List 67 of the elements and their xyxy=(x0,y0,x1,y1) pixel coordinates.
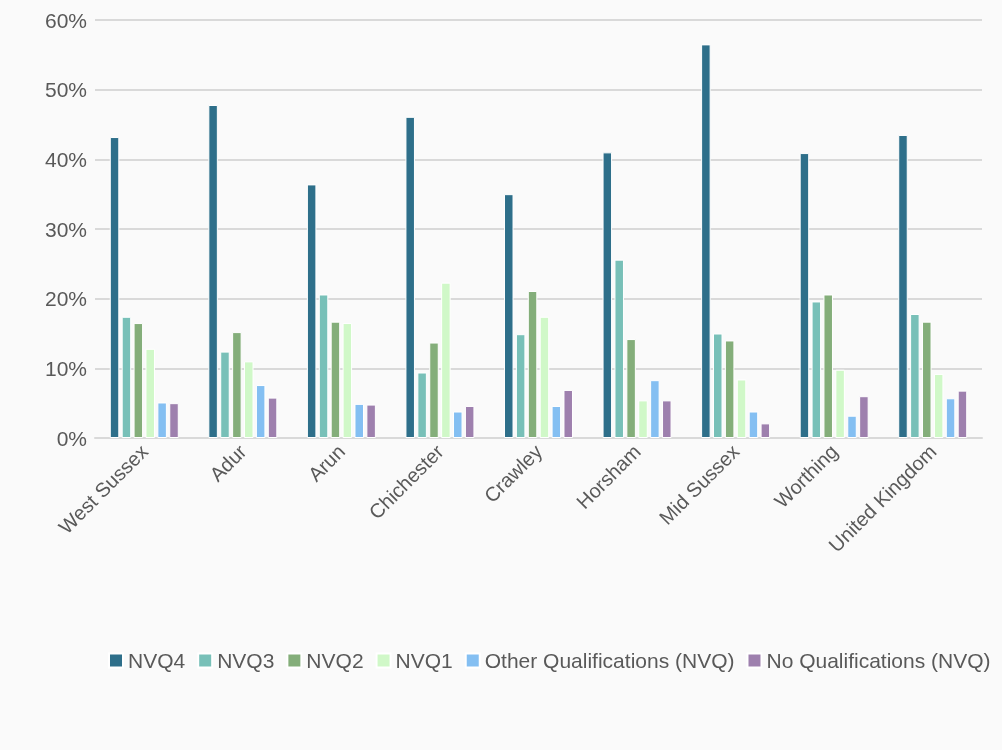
bar xyxy=(417,372,427,438)
bar xyxy=(847,415,857,438)
bar xyxy=(626,339,636,438)
bar xyxy=(933,373,944,438)
bar xyxy=(527,291,538,438)
bar xyxy=(859,396,869,438)
bar xyxy=(701,44,711,438)
bar xyxy=(169,403,179,438)
legend-label: No Qualifications (NVQ) xyxy=(766,649,991,672)
bar xyxy=(638,400,648,438)
bar xyxy=(109,137,120,438)
legend-label: NVQ2 xyxy=(306,649,364,672)
bar xyxy=(267,397,278,438)
y-tick-label: 30% xyxy=(44,217,87,241)
bar xyxy=(736,379,747,438)
bar xyxy=(650,380,660,438)
y-tick-label: 10% xyxy=(44,356,87,380)
bar xyxy=(220,351,230,438)
bar xyxy=(145,348,155,438)
bar xyxy=(957,390,968,438)
bar xyxy=(244,361,254,438)
bar xyxy=(255,385,266,438)
legend-label: NVQ1 xyxy=(395,649,453,672)
bar xyxy=(760,423,771,438)
bar xyxy=(724,340,735,438)
y-tick-label: 40% xyxy=(44,147,87,171)
bar xyxy=(602,152,613,438)
bar xyxy=(441,282,451,438)
bar xyxy=(405,116,415,438)
bar xyxy=(504,194,514,438)
bar xyxy=(823,294,833,438)
bar xyxy=(429,342,439,438)
bar xyxy=(945,398,956,438)
legend-label: Other Qualifications (NVQ) xyxy=(484,649,735,672)
bar xyxy=(464,405,475,438)
bar xyxy=(306,184,317,438)
bar xyxy=(515,334,526,438)
bar xyxy=(713,333,723,438)
y-tick-label: 20% xyxy=(44,287,87,311)
y-tick-label: 50% xyxy=(44,78,87,102)
bar xyxy=(811,301,822,438)
bar xyxy=(318,294,329,438)
y-tick-label: 60% xyxy=(44,8,87,32)
bar xyxy=(662,400,672,438)
bar xyxy=(835,369,845,438)
bar xyxy=(614,259,624,438)
bar xyxy=(922,321,932,438)
bar xyxy=(799,153,810,438)
bar xyxy=(330,321,341,438)
bar xyxy=(551,405,562,438)
bar xyxy=(342,323,353,438)
bar xyxy=(910,313,920,438)
bar xyxy=(133,323,144,438)
bar xyxy=(121,316,132,438)
bar xyxy=(453,411,463,438)
bar xyxy=(748,411,759,438)
bar xyxy=(898,134,908,438)
bar xyxy=(563,389,573,438)
legend-label: NVQ3 xyxy=(217,649,275,672)
bar xyxy=(366,404,376,438)
bar xyxy=(539,316,550,438)
bar xyxy=(354,403,364,438)
legend-label: NVQ4 xyxy=(128,649,186,672)
bar xyxy=(157,402,167,438)
y-tick-label: 0% xyxy=(56,426,87,450)
bar xyxy=(232,332,242,438)
bar xyxy=(208,104,218,438)
